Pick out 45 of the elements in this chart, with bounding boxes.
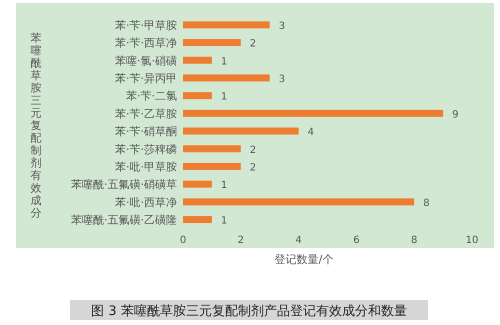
y-tick-label: 苯·苄·硝草酮 [115,125,177,138]
x-tick-label: 8 [411,235,418,246]
y-tick-label: 苯·苄·二氯 [126,90,177,103]
data-label: 3 [278,74,286,85]
y-tick-label: 苯·苄·异丙甲 [115,72,177,85]
bar [183,145,241,152]
y-tick-label: 苯·吡·甲草胺 [115,160,177,174]
x-tick-label: 0 [180,235,186,246]
data-label: 2 [250,144,256,156]
bar [183,128,299,135]
data-label: 2 [250,162,256,174]
data-label: 1 [220,180,228,192]
y-tick-label: 苯噻·氯·硝磺 [115,54,177,68]
bar [183,216,212,224]
data-label: 2 [250,38,256,50]
y-tick-label: 苯·苄·莎稗磷 [115,142,177,156]
x-tick-label: 2 [238,235,244,246]
y-tick-label: 苯噻酰·五氟磺·乙磺隆 [71,214,177,227]
x-axis-title: 登记数量/个 [274,253,334,266]
x-tick-label: 6 [353,235,360,246]
data-label: 8 [423,198,430,209]
data-label: 1 [220,92,228,103]
text: 图 3 苯噻酰草胺三元复配制剂产品登记有效成分和数量 [91,303,407,319]
y-tick-label: 苯·苄·乙草胺 [115,107,177,120]
y-tick-label: 苯·苄·甲草胺 [115,18,177,32]
bar [183,198,414,206]
text: 苯噻酰草胺三元复配制剂有效成分 [30,32,42,220]
bar [183,74,270,82]
bar [183,110,444,117]
data-label: 3 [278,20,286,32]
x-tick-label: 4 [295,235,302,246]
data-label: 1 [220,56,228,68]
data-label: 9 [452,109,458,120]
bar [183,180,212,188]
y-tick-label: 苯·吡·西草净 [115,196,177,209]
y-tick-label: 苯噻酰·五氟磺·硝磺草 [71,178,177,192]
x-tick-label: 10 [466,235,478,246]
data-label: 4 [308,127,314,138]
bar [183,162,241,170]
bar [183,21,270,28]
bar [183,56,212,64]
bar [183,92,212,100]
y-tick-label: 苯·苄·西草净 [115,36,177,50]
data-label: 1 [220,216,228,227]
bar [183,39,241,46]
